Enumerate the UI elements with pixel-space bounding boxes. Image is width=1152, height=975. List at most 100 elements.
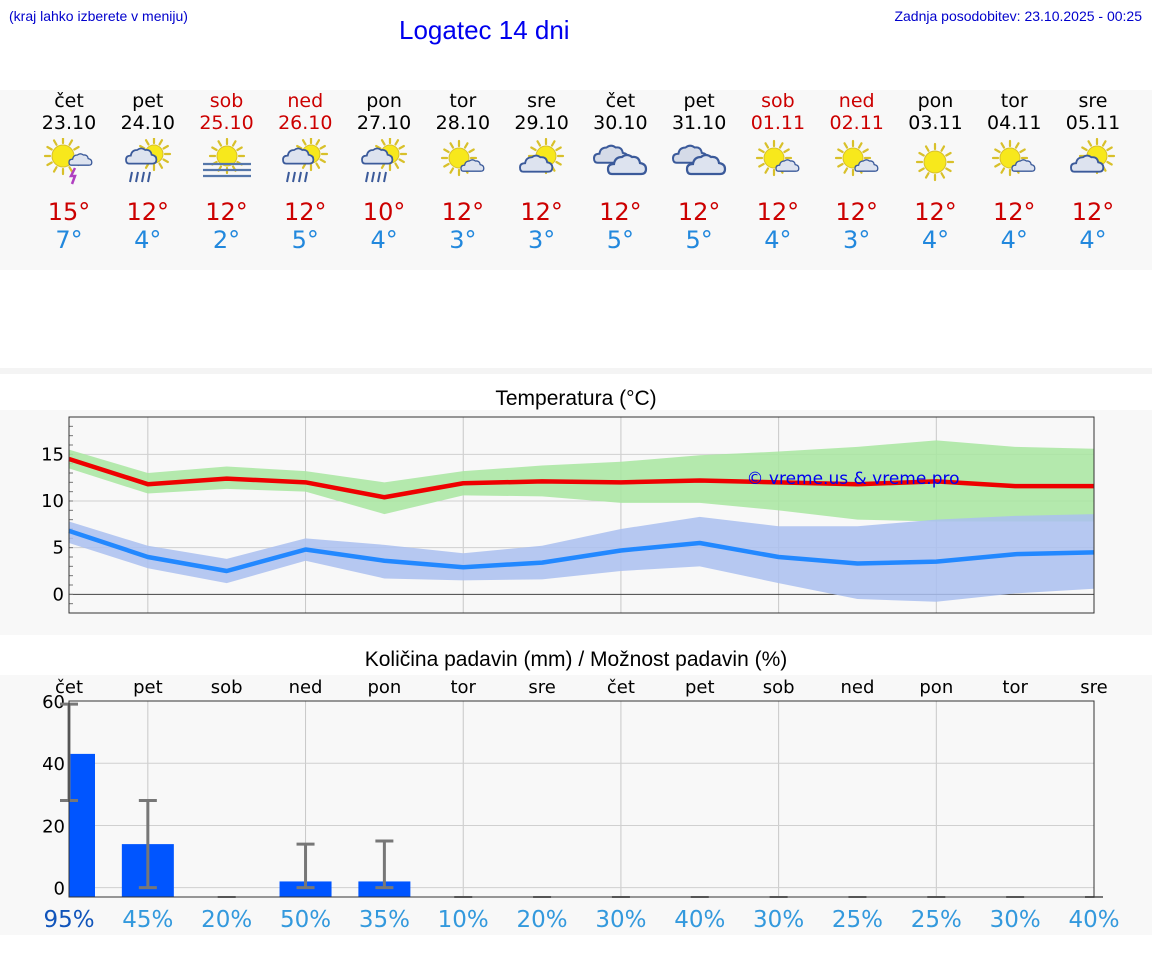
sun-ray xyxy=(216,140,222,147)
max-temperature: 12° xyxy=(599,198,642,226)
day-date: 26.10 xyxy=(278,112,333,134)
sun-ray xyxy=(449,142,454,149)
y-tick-label: 0 xyxy=(54,879,65,900)
precip-day-label: tor xyxy=(450,677,476,698)
y-tick-label: 60 xyxy=(42,692,65,713)
precip-day-label: ned xyxy=(841,677,875,698)
sun-ray xyxy=(843,142,848,149)
sun-ray xyxy=(836,148,844,154)
cloud-outline xyxy=(775,159,800,172)
min-temperature: 4° xyxy=(1000,226,1028,254)
day-date: 25.10 xyxy=(199,112,254,134)
cloud-shape xyxy=(124,147,158,165)
max-temperature-line xyxy=(68,456,1094,500)
max-temperature: 12° xyxy=(441,198,485,226)
day-date: 24.10 xyxy=(120,112,175,134)
sun-ray xyxy=(158,162,163,169)
sun-ray xyxy=(46,145,53,151)
sun-ray xyxy=(68,139,74,146)
temperature-plot-frame xyxy=(68,416,1095,614)
max-temperature: 12° xyxy=(126,198,170,226)
min-temperature: 3° xyxy=(449,226,477,254)
sun-ray xyxy=(46,161,53,167)
cloud-outline xyxy=(686,153,727,176)
sun-ray xyxy=(554,146,562,152)
day-column: čet 23.10 15° 7° xyxy=(29,90,109,254)
day-name: ned xyxy=(838,90,875,112)
day-name: čet xyxy=(54,90,84,112)
min-temperature: 5° xyxy=(606,226,635,254)
sun-ray xyxy=(1101,140,1107,147)
cloud-shape xyxy=(282,147,315,165)
y-tick-label: 5 xyxy=(53,538,64,559)
rain-drop xyxy=(134,171,139,183)
day-name: pon xyxy=(917,90,954,112)
sun-ray xyxy=(918,167,926,173)
sun-disc xyxy=(923,150,947,174)
precip-probability: 20% xyxy=(201,907,252,933)
precip-plot-frame xyxy=(68,700,1095,898)
sun-ray xyxy=(1000,167,1006,174)
sun-ray xyxy=(836,162,844,168)
day-column: pet 31.10 12° 5° xyxy=(659,90,739,254)
sun-ray xyxy=(144,139,150,146)
sun-small-cloud-icon xyxy=(440,139,485,177)
precip-probability: 20% xyxy=(517,907,568,933)
sun-ray xyxy=(315,139,321,146)
sun-ray xyxy=(764,167,770,174)
sun-disc xyxy=(448,147,470,169)
sun-ray xyxy=(380,139,386,146)
cloud-outline xyxy=(282,147,315,165)
day-column: pon 27.10 10° 4° xyxy=(344,90,424,254)
section-divider xyxy=(0,368,1152,374)
day-date: 30.10 xyxy=(593,112,648,134)
sun-icon xyxy=(916,142,955,182)
sun-ray xyxy=(1081,146,1088,152)
day-column: pet 24.10 12° 4° xyxy=(108,90,188,254)
cloud-shape xyxy=(1011,159,1036,172)
max-temperature: 10° xyxy=(362,198,406,226)
day-name: sob xyxy=(761,90,795,112)
day-name: pon xyxy=(366,90,402,112)
day-column: pon 03.11 12° 4° xyxy=(895,90,975,254)
sun-cloud-icon xyxy=(518,138,564,175)
sun-ray xyxy=(52,139,58,146)
sun-ray xyxy=(778,142,784,149)
cloud-outline xyxy=(1070,154,1105,173)
cloud-outline xyxy=(460,159,485,172)
sun-disc xyxy=(763,147,785,169)
sun-ray xyxy=(1087,140,1093,147)
sun-ray xyxy=(315,162,321,169)
min-temperature: 2° xyxy=(212,226,241,254)
sun-disc xyxy=(999,147,1021,169)
rain-drop xyxy=(292,171,297,183)
y-tick-label: 15 xyxy=(41,444,64,465)
precip-probability: 40% xyxy=(1068,907,1119,933)
sun-small-cloud-icon xyxy=(834,139,879,177)
sun-fog-icon xyxy=(202,138,251,178)
precip-probability: 30% xyxy=(753,907,804,933)
precip-day-label: pon xyxy=(367,677,401,698)
day-name: pet xyxy=(132,90,164,112)
precip-day-label: sre xyxy=(528,677,555,698)
sun-ray xyxy=(449,167,454,174)
precip-day-label: pon xyxy=(919,677,953,698)
min-temperature: 4° xyxy=(1079,226,1107,254)
sun-ray xyxy=(1000,142,1006,149)
day-name: sre xyxy=(1078,90,1108,112)
cloud-outline xyxy=(361,147,394,165)
rain-drop xyxy=(286,171,291,183)
sun-ray xyxy=(925,172,931,179)
cloudy-icon xyxy=(672,144,727,176)
precip-day-label: sob xyxy=(211,677,243,698)
day-date: 04.11 xyxy=(987,112,1042,134)
sun-ray xyxy=(463,142,469,149)
max-temperature: 12° xyxy=(205,198,248,226)
min-temperature: 4° xyxy=(764,226,792,254)
day-name: čet xyxy=(605,90,636,112)
precip-probability: 45% xyxy=(122,907,173,933)
cloud-shape xyxy=(775,159,800,172)
max-temperature: 12° xyxy=(756,198,800,226)
sun-ray xyxy=(861,148,869,154)
day-column: sre 29.10 12° 3° xyxy=(502,90,582,254)
